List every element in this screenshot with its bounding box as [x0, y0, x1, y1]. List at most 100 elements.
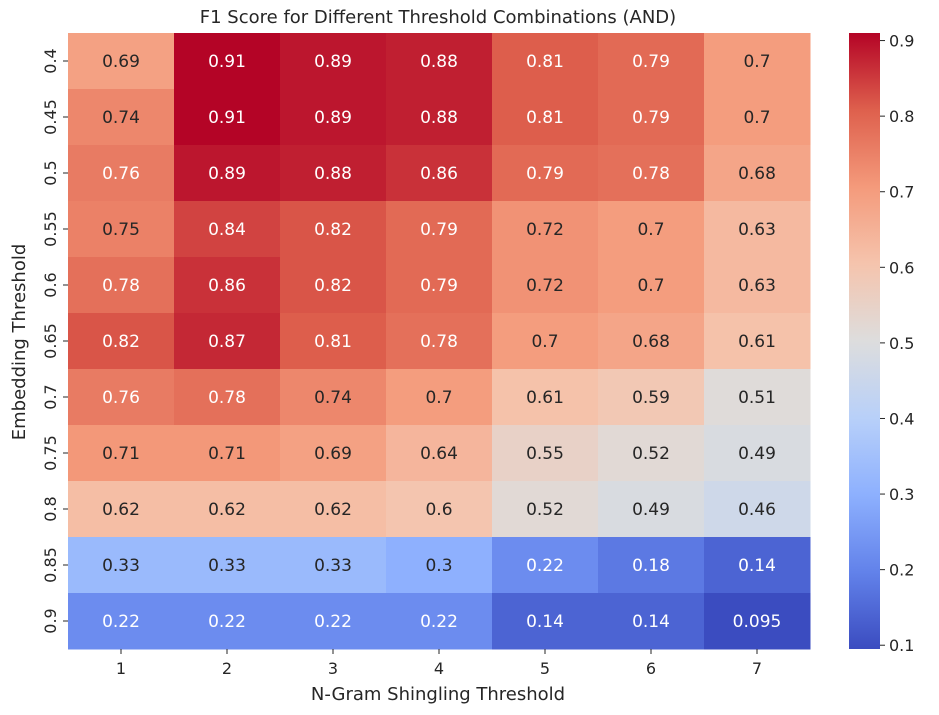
cell-value-label: 0.49: [738, 444, 776, 464]
cell-value-label: 0.89: [208, 164, 246, 184]
heatmap-cell: [598, 369, 705, 426]
x-tick-label: 1: [116, 659, 126, 678]
cell-value-label: 0.82: [314, 276, 352, 296]
heatmap-cell: [68, 33, 175, 90]
heatmap-cell: [68, 145, 175, 202]
heatmap-cell: [174, 593, 281, 650]
cell-value-label: 0.68: [632, 332, 670, 352]
heatmap-cell: [598, 257, 705, 314]
colorbar-tick-label: 0.2: [889, 561, 914, 580]
heatmap-cell: [492, 257, 599, 314]
heatmap-cell: [704, 257, 811, 314]
x-tick-label: 7: [752, 659, 762, 678]
heatmap-cells: 0.69 0.91 0.89 0.88 0.81 0.79 0.7 0.74 0.91 0.89 0…: [68, 33, 811, 650]
cell-value-label: 0.7: [531, 332, 558, 352]
cell-value-label: 0.62: [208, 500, 246, 520]
colorbar-tick-label: 0.5: [889, 334, 914, 353]
heatmap-cell: [492, 369, 599, 426]
heatmap-cell: [704, 593, 811, 650]
cell-value-label: 0.52: [526, 500, 564, 520]
cell-value-label: 0.79: [632, 52, 670, 72]
cell-value-label: 0.095: [733, 612, 782, 632]
cell-value-label: 0.7: [637, 220, 664, 240]
heatmap-cell: [174, 425, 281, 482]
heatmap-cell: [280, 257, 387, 314]
heatmap-cell: [174, 89, 281, 146]
cell-value-label: 0.81: [526, 52, 564, 72]
heatmap-cell: [704, 369, 811, 426]
cell-value-label: 0.71: [102, 444, 140, 464]
cell-value-label: 0.22: [314, 612, 352, 632]
cell-value-label: 0.18: [632, 556, 670, 576]
y-tick-label: 0.9: [41, 608, 60, 633]
cell-value-label: 0.87: [208, 332, 246, 352]
cell-value-label: 0.75: [102, 220, 140, 240]
cell-value-label: 0.14: [738, 556, 776, 576]
heatmap-cell: [280, 145, 387, 202]
heatmap-cell: [704, 201, 811, 258]
cell-value-label: 0.49: [632, 500, 670, 520]
heatmap-cell: [174, 33, 281, 90]
heatmap-cell: [280, 201, 387, 258]
heatmap-cell: [492, 145, 599, 202]
colorbar-tick-label: 0.7: [889, 183, 914, 202]
heatmap-cell: [280, 313, 387, 370]
heatmap-cell: [386, 481, 493, 538]
heatmap-cell: [280, 369, 387, 426]
y-tick-label: 0.4: [41, 48, 60, 73]
heatmap-cell: [386, 593, 493, 650]
colorbar-gradient: [849, 33, 880, 649]
heatmap-cell: [492, 201, 599, 258]
x-tick-label: 3: [328, 659, 338, 678]
cell-value-label: 0.86: [208, 276, 246, 296]
heatmap-cell: [492, 537, 599, 594]
cell-value-label: 0.68: [738, 164, 776, 184]
heatmap-cell: [386, 145, 493, 202]
heatmap-cell: [598, 481, 705, 538]
cell-value-label: 0.7: [425, 388, 452, 408]
cell-value-label: 0.78: [208, 388, 246, 408]
colorbar-tick-label: 0.4: [889, 409, 914, 428]
cell-value-label: 0.89: [314, 108, 352, 128]
heatmap-cell: [704, 537, 811, 594]
cell-value-label: 0.7: [743, 108, 770, 128]
y-tick-label: 0.45: [41, 99, 60, 135]
heatmap-cell: [492, 313, 599, 370]
heatmap-cell: [174, 145, 281, 202]
heatmap-cell: [68, 481, 175, 538]
heatmap-cell: [68, 89, 175, 146]
cell-value-label: 0.82: [102, 332, 140, 352]
x-tick-label: 5: [540, 659, 550, 678]
cell-value-label: 0.3: [425, 556, 452, 576]
heatmap-cell: [280, 425, 387, 482]
cell-value-label: 0.69: [102, 52, 140, 72]
heatmap-cell: [386, 201, 493, 258]
heatmap-cell: [598, 145, 705, 202]
heatmap-cell: [386, 369, 493, 426]
cell-value-label: 0.78: [420, 332, 458, 352]
cell-value-label: 0.91: [208, 108, 246, 128]
cell-value-label: 0.22: [420, 612, 458, 632]
cell-value-label: 0.78: [102, 276, 140, 296]
heatmap-cell: [280, 89, 387, 146]
heatmap-cell: [68, 593, 175, 650]
cell-value-label: 0.86: [420, 164, 458, 184]
cell-value-label: 0.81: [526, 108, 564, 128]
heatmap-cell: [598, 33, 705, 90]
colorbar-tick-label: 0.8: [889, 107, 914, 126]
heatmap-cell: [492, 593, 599, 650]
cell-value-label: 0.88: [314, 164, 352, 184]
cell-value-label: 0.52: [632, 444, 670, 464]
colorbar-tick-label: 0.6: [889, 258, 914, 277]
cell-value-label: 0.33: [208, 556, 246, 576]
y-tick-label: 0.85: [41, 547, 60, 583]
cell-value-label: 0.88: [420, 52, 458, 72]
y-axis-label: Embedding Threshold: [9, 244, 30, 441]
colorbar-tick-label: 0.3: [889, 485, 914, 504]
cell-value-label: 0.7: [637, 276, 664, 296]
heatmap-cell: [598, 593, 705, 650]
heatmap-cell: [704, 33, 811, 90]
cell-value-label: 0.14: [526, 612, 564, 632]
cell-value-label: 0.33: [102, 556, 140, 576]
